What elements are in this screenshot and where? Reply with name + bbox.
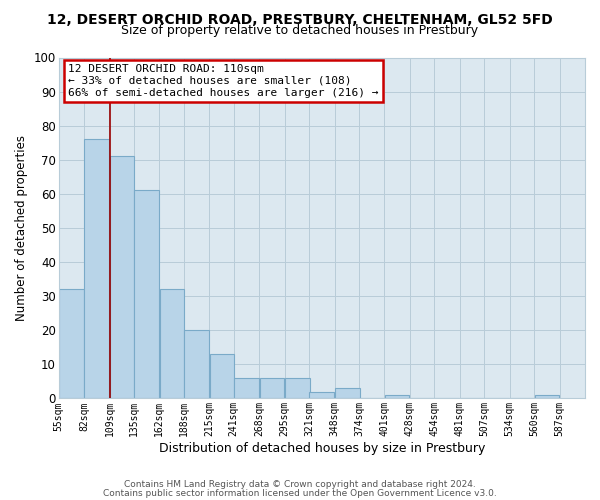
Bar: [160, 290, 184, 399]
Bar: [335, 388, 359, 398]
Text: Contains public sector information licensed under the Open Government Licence v3: Contains public sector information licen…: [103, 489, 497, 498]
Bar: [234, 378, 259, 398]
Bar: [184, 330, 209, 398]
Bar: [85, 140, 109, 398]
Bar: [260, 378, 284, 398]
Y-axis label: Number of detached properties: Number of detached properties: [15, 135, 28, 321]
Bar: [535, 395, 559, 398]
Bar: [385, 395, 409, 398]
Text: 12 DESERT ORCHID ROAD: 110sqm
← 33% of detached houses are smaller (108)
66% of : 12 DESERT ORCHID ROAD: 110sqm ← 33% of d…: [68, 64, 379, 98]
Bar: [134, 190, 159, 398]
Text: Contains HM Land Registry data © Crown copyright and database right 2024.: Contains HM Land Registry data © Crown c…: [124, 480, 476, 489]
Bar: [110, 156, 134, 398]
Text: 12, DESERT ORCHID ROAD, PRESTBURY, CHELTENHAM, GL52 5FD: 12, DESERT ORCHID ROAD, PRESTBURY, CHELT…: [47, 12, 553, 26]
Bar: [59, 290, 83, 399]
X-axis label: Distribution of detached houses by size in Prestbury: Distribution of detached houses by size …: [158, 442, 485, 455]
Bar: [310, 392, 334, 398]
Bar: [209, 354, 235, 399]
Bar: [285, 378, 310, 398]
Text: Size of property relative to detached houses in Prestbury: Size of property relative to detached ho…: [121, 24, 479, 37]
